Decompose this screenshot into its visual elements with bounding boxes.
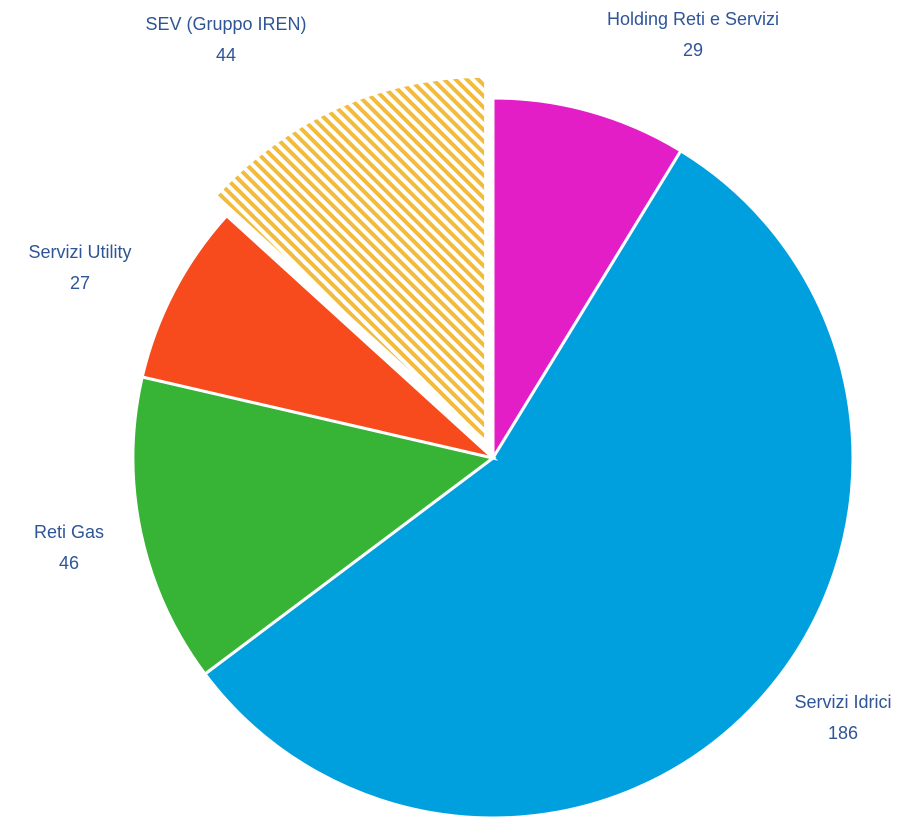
slice-label: SEV (Gruppo IREN) — [145, 14, 306, 34]
slice-label: Servizi Utility — [28, 242, 131, 262]
slice-label: Servizi Idrici — [794, 692, 891, 712]
slice-value: 29 — [683, 40, 703, 60]
slice-value: 186 — [828, 723, 858, 743]
pie-slice — [202, 148, 855, 819]
slice-label: Reti Gas — [34, 522, 104, 542]
pie-slice — [491, 96, 683, 464]
pie-slice — [131, 375, 497, 677]
slice-value: 27 — [70, 273, 90, 293]
pie-slice — [217, 77, 485, 438]
slice-value: 44 — [216, 45, 236, 65]
slice-label: Holding Reti e Servizi — [607, 9, 779, 29]
pie-slice — [140, 213, 499, 461]
slice-value: 46 — [59, 553, 79, 573]
